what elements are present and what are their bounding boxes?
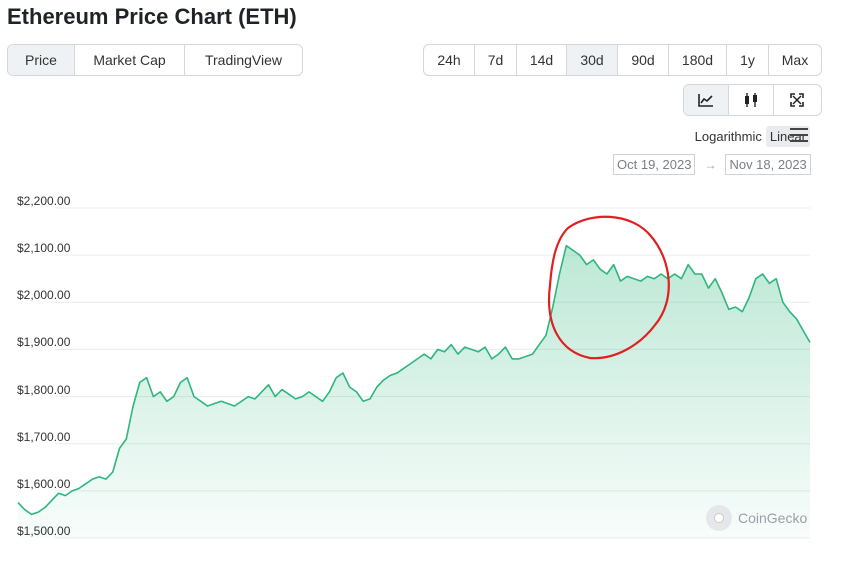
date-to-input[interactable]: Nov 18, 2023 — [725, 154, 811, 175]
price-area-fill — [18, 245, 810, 538]
scale-toggle: Logarithmic Linear — [691, 126, 810, 147]
arrow-right-icon: → — [704, 157, 717, 172]
range-max-button[interactable]: Max — [781, 52, 809, 68]
coingecko-logo-icon — [706, 505, 732, 531]
chart-type-tabs: Price Market Cap TradingView — [7, 44, 303, 76]
y-tick-label: $1,700.00 — [17, 429, 71, 444]
page-title: Ethereum Price Chart (ETH) — [7, 4, 297, 29]
candlestick-view-button[interactable] — [729, 85, 774, 115]
y-tick-label: $2,000.00 — [17, 288, 71, 303]
y-tick-label: $1,900.00 — [17, 335, 71, 350]
chart-view-toggle — [683, 84, 822, 116]
range-90d-button[interactable]: 90d — [618, 45, 669, 75]
fullscreen-view-button[interactable] — [774, 85, 819, 115]
fullscreen-icon — [789, 93, 804, 107]
range-180d-button[interactable]: 180d — [669, 45, 727, 75]
candlestick-icon — [745, 93, 757, 107]
tab-tradingview[interactable]: TradingView — [204, 52, 283, 68]
price-line — [17, 244, 811, 516]
time-range-selector: 24h 7d 14d 30d 90d 180d 1y Max — [423, 44, 822, 76]
range-24h-button[interactable]: 24h — [424, 45, 475, 75]
range-1y-button[interactable]: 1y — [727, 45, 769, 75]
y-tick-label: $1,800.00 — [17, 382, 71, 397]
range-7d-button[interactable]: 7d — [475, 45, 517, 75]
line-view-button[interactable] — [684, 85, 729, 115]
y-tick-label: $1,600.00 — [17, 476, 71, 491]
y-tick-label: $2,200.00 — [17, 194, 71, 208]
coingecko-watermark: CoinGecko — [706, 505, 807, 531]
date-from-input[interactable]: Oct 19, 2023 — [613, 154, 696, 175]
annotation-circle — [548, 215, 670, 360]
hamburger-menu-icon[interactable] — [790, 128, 808, 142]
range-14d-button[interactable]: 14d — [517, 45, 567, 75]
line-chart-icon — [698, 94, 713, 107]
date-range: Oct 19, 2023 → Nov 18, 2023 — [613, 154, 811, 175]
tab-market-cap[interactable]: Market Cap — [75, 45, 185, 75]
y-tick-label: $2,100.00 — [17, 241, 71, 256]
tab-price[interactable]: Price — [8, 45, 75, 75]
y-tick-label: $1,500.00 — [17, 524, 71, 538]
range-30d-button[interactable]: 30d — [567, 45, 618, 75]
watermark-label: CoinGecko — [738, 510, 808, 526]
logarithmic-option[interactable]: Logarithmic — [694, 129, 762, 144]
